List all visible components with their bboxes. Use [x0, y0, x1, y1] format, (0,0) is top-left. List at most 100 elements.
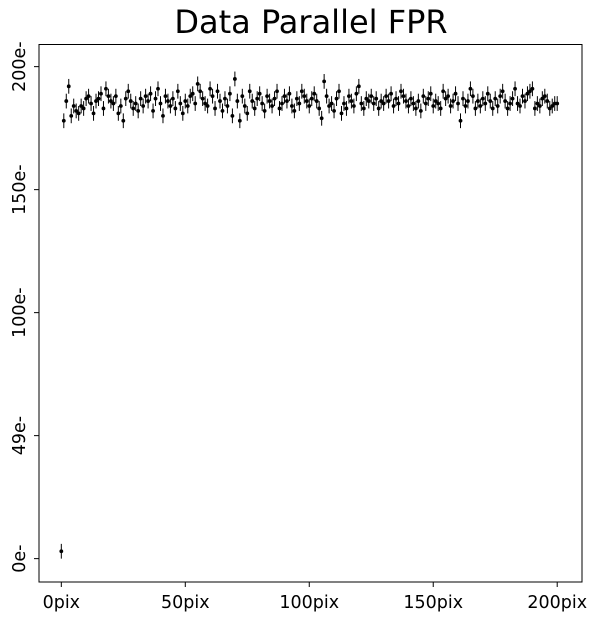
data-point [131, 106, 136, 111]
data-point [282, 94, 287, 99]
data-point [351, 104, 356, 108]
data-point [232, 77, 237, 81]
data-point [505, 106, 510, 111]
data-point [513, 86, 517, 91]
data-point [488, 99, 493, 103]
data-point [74, 109, 79, 113]
data-point [151, 109, 155, 113]
data-point [413, 106, 418, 111]
data-point [374, 96, 379, 101]
data-point [101, 106, 106, 111]
data-point [213, 106, 217, 111]
data-point [250, 99, 255, 103]
data-point [237, 118, 242, 123]
data-point [163, 94, 168, 99]
data-point [111, 101, 116, 106]
data-point [285, 99, 289, 103]
data-point [168, 104, 173, 108]
data-point [235, 99, 240, 103]
data-point [451, 99, 455, 103]
data-point [215, 89, 220, 94]
data-point [466, 99, 470, 103]
data-point [493, 96, 498, 101]
data-point [530, 86, 535, 91]
data-point [200, 96, 205, 101]
data-point [421, 94, 426, 99]
data-point [409, 96, 413, 101]
data-point [170, 96, 175, 101]
data-point [542, 94, 547, 99]
data-point [436, 101, 441, 106]
data-point [153, 96, 158, 101]
data-point [327, 104, 331, 108]
data-point [495, 104, 500, 108]
data-point [59, 549, 64, 554]
data-point [218, 99, 222, 103]
data-point [113, 94, 118, 99]
data-point [309, 96, 314, 101]
data-point [545, 99, 550, 103]
data-point [314, 99, 319, 103]
data-point [260, 101, 265, 106]
y-tick-label: 150e- [10, 164, 30, 214]
data-point [364, 96, 369, 101]
data-point [406, 104, 411, 108]
data-point [356, 84, 361, 89]
data-point [381, 101, 386, 106]
data-point [158, 101, 163, 106]
data-point [143, 94, 148, 99]
y-axis: 0e- 49e- 100e- 150e- 200e- [10, 41, 39, 573]
data-point [166, 99, 170, 103]
x-tick-label: 100pix [279, 593, 339, 613]
data-point [510, 96, 515, 101]
data-point [404, 99, 408, 103]
data-point [104, 86, 108, 91]
data-point [188, 94, 193, 99]
x-axis: 0pix 50pix 100pix 150pix 200pix [43, 582, 587, 613]
data-point [146, 99, 150, 103]
data-point [322, 79, 327, 84]
data-point [376, 106, 381, 111]
data-point [148, 91, 153, 96]
data-point [297, 101, 302, 106]
x-tick-label: 150pix [403, 593, 463, 613]
data-point [339, 111, 344, 116]
data-point [121, 118, 126, 123]
data-point [136, 109, 141, 113]
data-point [255, 96, 260, 101]
chart-title: Data Parallel FPR [174, 3, 448, 41]
data-point [463, 104, 468, 108]
data-point [416, 99, 421, 103]
y-tick-label: 0e- [10, 545, 30, 573]
data-point [86, 94, 91, 99]
data-point [423, 101, 428, 106]
data-point [156, 86, 160, 91]
data-point [334, 96, 339, 101]
data-point [555, 101, 560, 106]
data-point [391, 104, 396, 108]
data-point [262, 109, 267, 113]
data-point [515, 101, 520, 106]
data-point [257, 91, 262, 96]
data-point [317, 106, 322, 111]
data-point [252, 106, 257, 111]
data-point [302, 94, 307, 99]
y-tick-label: 200e- [10, 41, 30, 91]
data-point [438, 106, 443, 111]
data-point [523, 99, 527, 103]
data-point [287, 91, 292, 96]
data-point [500, 89, 505, 94]
data-point [109, 99, 113, 103]
data-point [299, 89, 304, 94]
data-point [461, 96, 465, 101]
data-point [528, 89, 532, 94]
data-point [401, 94, 406, 99]
data-point [91, 111, 96, 116]
data-point [379, 99, 384, 103]
data-point [443, 96, 448, 101]
data-point [366, 99, 371, 103]
data-point [76, 111, 81, 116]
data-point [478, 104, 483, 108]
data-point [354, 91, 359, 96]
data-point [161, 113, 165, 118]
